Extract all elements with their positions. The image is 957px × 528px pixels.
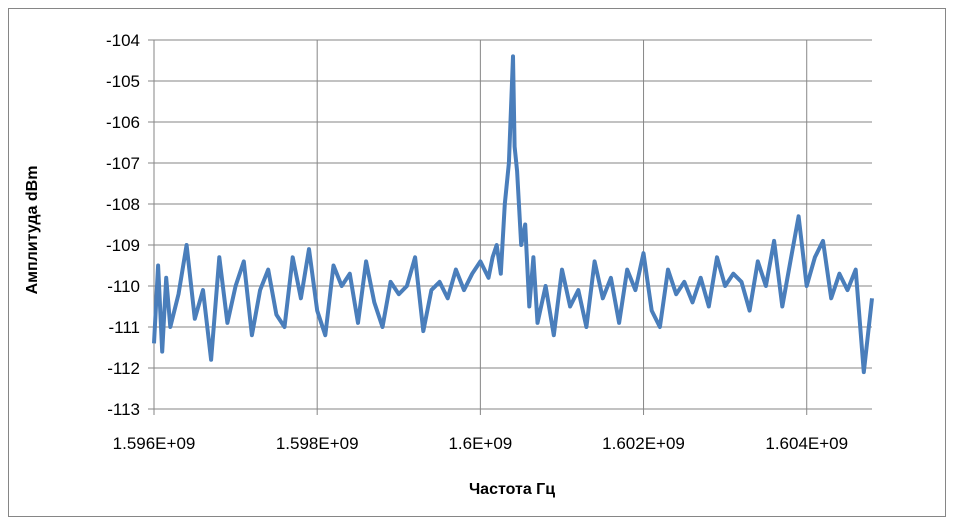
y-tick-label: -109 (106, 236, 140, 255)
x-tick-label: 1.602E+09 (602, 434, 685, 453)
y-tick-label: -111 (108, 318, 140, 337)
y-tick-label: -110 (107, 277, 140, 296)
y-tick-label: -105 (106, 72, 140, 91)
y-tick-label: -104 (106, 31, 140, 50)
vertical-gridlines (153, 40, 808, 409)
x-axis-title: Частота Гц (469, 481, 555, 498)
y-tick-label: -113 (107, 400, 140, 419)
y-tick-label: -106 (106, 113, 140, 132)
x-tick-label: 1.596E+09 (113, 434, 196, 453)
y-tick-label: -112 (107, 359, 140, 378)
y-tick-label: -108 (106, 195, 140, 214)
x-tick-labels: 1.596E+09 1.598E+09 1.6E+09 1.602E+09 1.604E… (113, 434, 848, 453)
x-tick-label: 1.6E+09 (448, 434, 512, 453)
y-tick-label: -107 (106, 154, 140, 173)
y-axis-title: Амплитуда dBm (24, 166, 41, 295)
series-line (152, 54, 874, 375)
axes (148, 39, 872, 415)
x-tick-label: 1.598E+09 (276, 434, 359, 453)
y-tick-labels: -104 -105 -106 -107 -108 -109 -110 -111 -112 -113 (106, 31, 140, 419)
x-tick-label: 1.604E+09 (765, 434, 848, 453)
